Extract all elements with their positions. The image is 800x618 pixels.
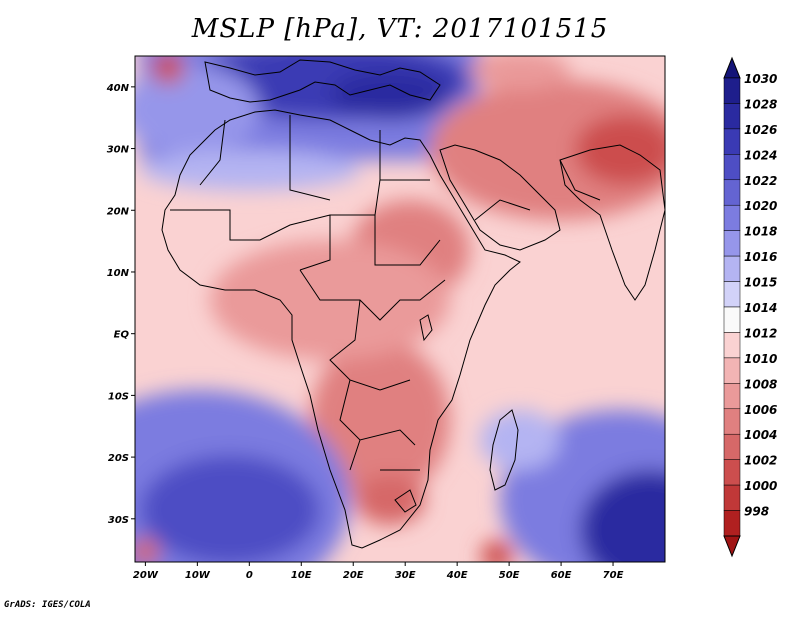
colorbar-swatch [723, 383, 741, 410]
colorbar-bottom-cap [723, 535, 741, 558]
lat-tick-label: EQ [114, 330, 130, 341]
low-caspian [470, 56, 570, 90]
colorbar-label: 1012 [744, 326, 777, 340]
grads-credit: GrADS: IGES/COLA [4, 600, 91, 610]
lon-tick-label: 60E [551, 570, 572, 581]
colorbar-label: 1015 [744, 276, 777, 290]
lake-victoria [419, 314, 433, 342]
plot-frame [134, 55, 666, 563]
colorbar-swatch [723, 332, 741, 359]
india-coastline [559, 144, 665, 301]
lon-tick-label: 20E [343, 570, 364, 581]
colorbar-label: 1016 [744, 250, 777, 264]
lon-tick-label: 20W [133, 570, 159, 581]
lon-tick-label: 0 [246, 570, 253, 581]
colorbar-swatch [723, 281, 741, 308]
colorbar-label: 1024 [744, 148, 777, 162]
lat-tick-label: 30S [108, 515, 129, 526]
colorbar-swatch [723, 357, 741, 384]
colorbar-label: 1022 [744, 174, 777, 188]
lat-tick-label: 10S [108, 391, 129, 402]
colorbar-swatch [723, 484, 741, 511]
colorbar-label: 1010 [744, 352, 777, 366]
colorbar-label: 1028 [744, 97, 777, 111]
colorbar-label: 1018 [744, 225, 777, 239]
pressure-field [135, 56, 665, 562]
colorbar-swatch [723, 230, 741, 257]
low-south-africa-core [355, 475, 425, 525]
coastlines [161, 59, 665, 549]
lat-tick-label: 20S [108, 453, 129, 464]
lon-tick-label: 40E [446, 570, 468, 581]
ridge-sahara [140, 150, 360, 190]
lat-tick-label: 20N [107, 206, 130, 217]
colorbar-label: 998 [744, 505, 769, 519]
low-southern-africa [310, 340, 450, 500]
low-iran-core [575, 115, 665, 185]
colorbar-label: 1030 [744, 72, 777, 86]
lon-tick-label: 30E [395, 570, 416, 581]
high-indian-ocean-core [580, 470, 665, 562]
low-south-indian [481, 540, 513, 562]
colorbar-swatch [723, 459, 741, 486]
colorbar-swatch [723, 204, 741, 231]
madagascar-coastline [489, 409, 519, 491]
colorbar-swatch [723, 510, 741, 537]
colorbar-swatch [723, 179, 741, 206]
colorbar-label: 1004 [744, 428, 777, 442]
colorbar-swatch [723, 77, 741, 104]
colorbar-top-cap [723, 56, 741, 79]
colorbar-swatch [723, 433, 741, 460]
chart-title: MSLP [hPa], VT: 2017101515 [191, 14, 609, 44]
colorbar-label: 1020 [744, 199, 777, 213]
low-southwest-atlantic [135, 538, 159, 562]
low-northwest-atlantic [152, 56, 184, 84]
colorbar-label: 1014 [744, 301, 777, 315]
lon-tick-label: 50E [499, 570, 520, 581]
colorbar-swatch [723, 306, 741, 333]
colorbar-label: 1008 [744, 377, 777, 391]
lat-tick-label: 10N [107, 268, 130, 279]
colorbar-label: 1002 [744, 454, 777, 468]
lat-tick-label: 30N [107, 145, 130, 156]
lon-tick-label: 70E [603, 570, 624, 581]
longitude-axis: 20W 10W 0 10E 20E 30E 40E 50E 60E 70E [133, 562, 624, 581]
latitude-axis: 40N 30N 20N 10N EQ 10S 20S 30S [106, 83, 135, 526]
colorbar-swatch [723, 103, 741, 130]
colorbar-label: 1006 [744, 403, 777, 417]
europe-coastline [204, 59, 441, 103]
high-south-atlantic-core [140, 455, 320, 562]
lesotho-border [394, 489, 417, 513]
lat-tick-label: 40N [106, 83, 130, 94]
arabia-coastline [439, 144, 561, 251]
ridge-madagascar [480, 410, 560, 470]
colorbar-swatch [723, 408, 741, 435]
colorbar-label: 1000 [744, 479, 777, 493]
low-arabia [430, 80, 665, 220]
colorbar-label: 1026 [744, 123, 777, 137]
high-aegean-core [330, 70, 450, 120]
colorbar: 1030 1028 1026 1024 1022 1020 1018 1016 1015 1014… [723, 56, 777, 558]
colorbar-swatch [723, 128, 741, 155]
country-borders [170, 115, 601, 471]
colorbar-swatch [723, 255, 741, 282]
lon-tick-label: 10E [291, 570, 312, 581]
lon-tick-label: 10W [185, 570, 211, 581]
colorbar-swatch [723, 154, 741, 181]
high-atlantic-north [135, 65, 260, 155]
